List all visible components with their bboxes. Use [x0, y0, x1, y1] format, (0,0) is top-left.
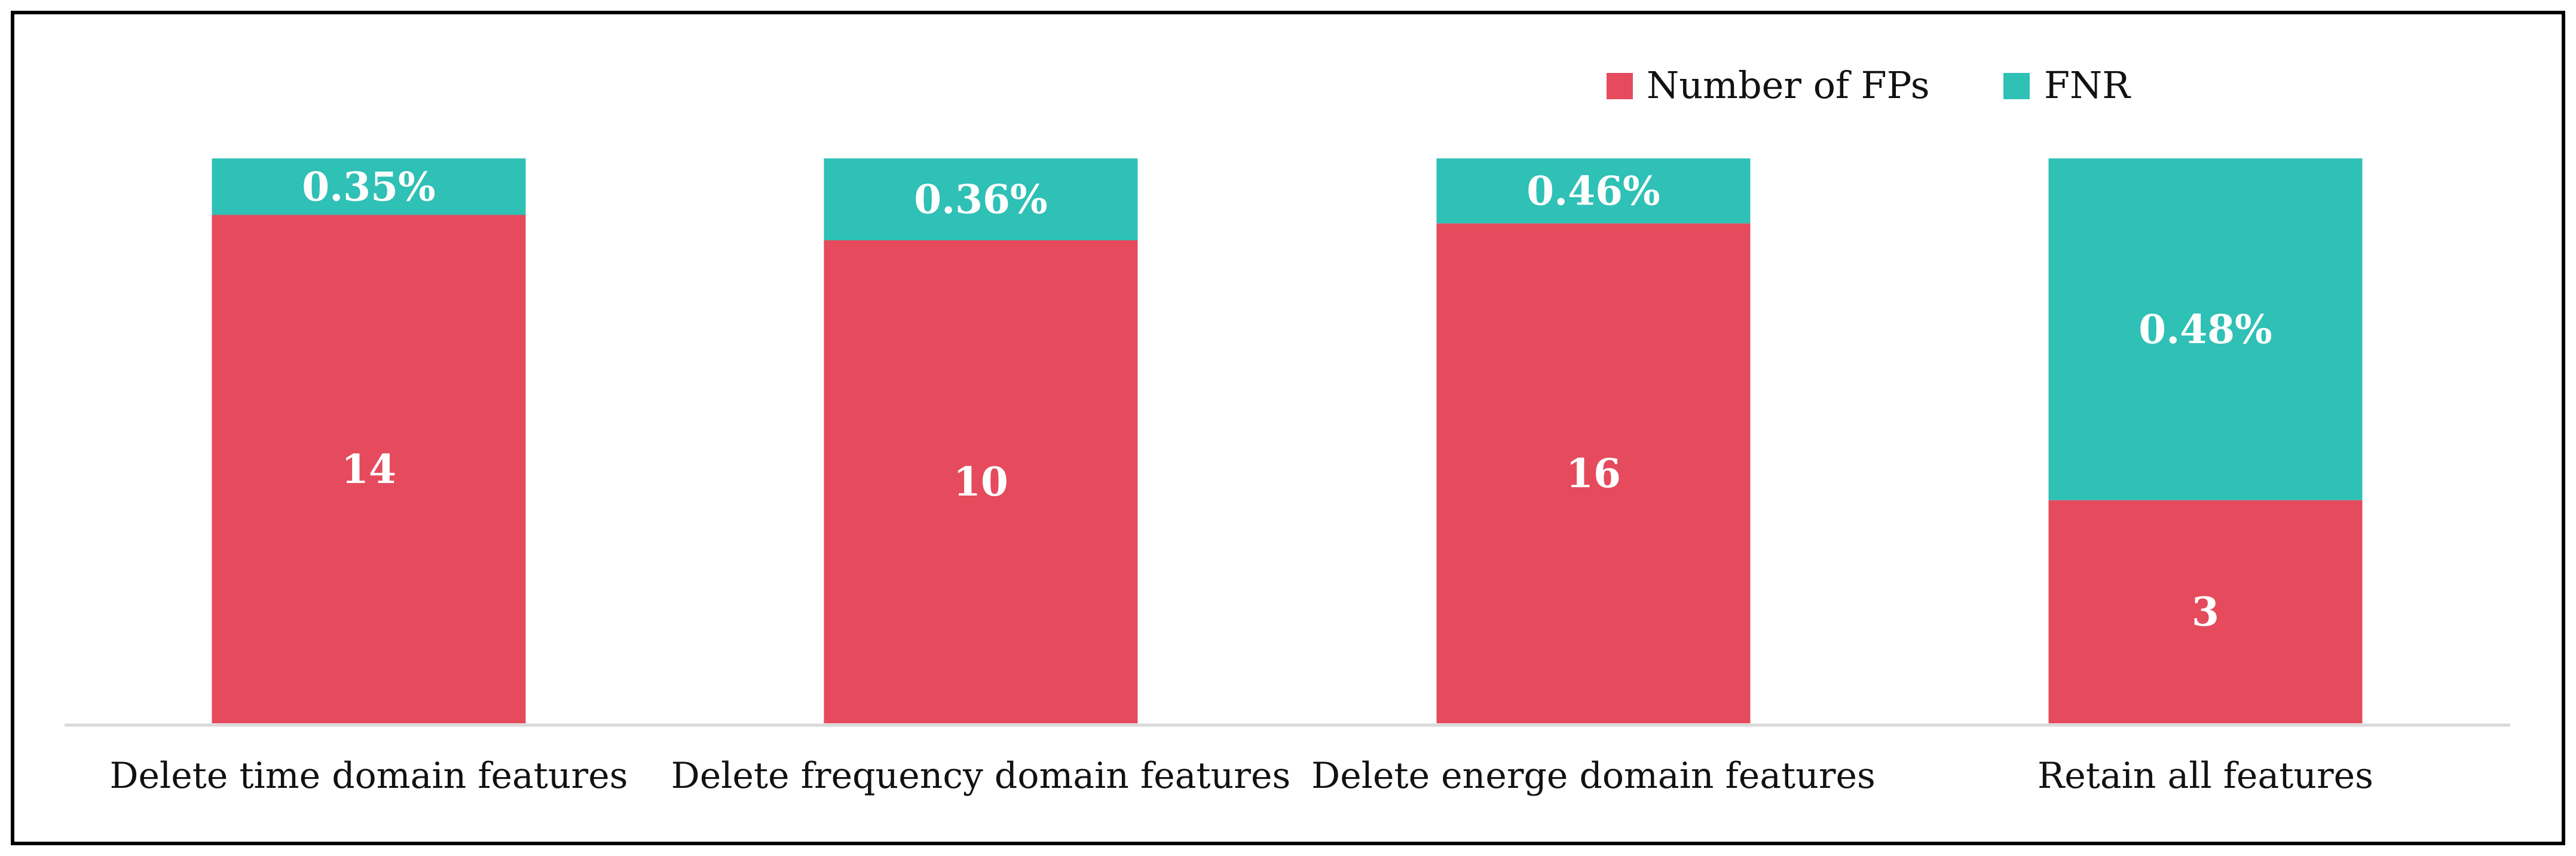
bar-fnr-3: [1436, 158, 1751, 224]
legend: Number of FPs FNR: [1607, 63, 2131, 107]
bar-fps-3: [1436, 223, 1751, 723]
labels-layer: 14 0.35% Delete time domain features 10 0.36…: [109, 163, 2373, 797]
bar-fps-1: [212, 215, 526, 723]
category-label-4: Retain all features: [2037, 755, 2373, 797]
data-label-fnr-2: 0.36%: [914, 176, 1047, 223]
legend-label-fps: Number of FPs: [1647, 63, 1930, 107]
bar-fnr-4: [2048, 158, 2363, 500]
bar-fnr-2: [824, 158, 1138, 241]
data-label-fnr-1: 0.35%: [302, 163, 435, 210]
bars-layer: [212, 158, 2363, 723]
data-label-fnr-4: 0.48%: [2138, 306, 2272, 353]
bar-fps-4: [2048, 500, 2363, 723]
category-label-2: Delete frequency domain features: [671, 755, 1291, 797]
bar-fps-2: [824, 240, 1138, 723]
data-label-fnr-3: 0.46%: [1526, 167, 1660, 214]
legend-label-fnr: FNR: [2044, 63, 2131, 107]
data-label-fps-3: 16: [1566, 450, 1621, 497]
legend-swatch-fps: [1607, 73, 1633, 99]
category-label-3: Delete energe domain features: [1311, 755, 1876, 797]
data-label-fps-2: 10: [953, 458, 1008, 505]
bar-fnr-1: [212, 158, 526, 215]
legend-swatch-fnr: [2003, 73, 2030, 99]
data-label-fps-1: 14: [341, 446, 396, 493]
data-label-fps-4: 3: [2192, 588, 2219, 635]
category-label-1: Delete time domain features: [109, 755, 628, 797]
